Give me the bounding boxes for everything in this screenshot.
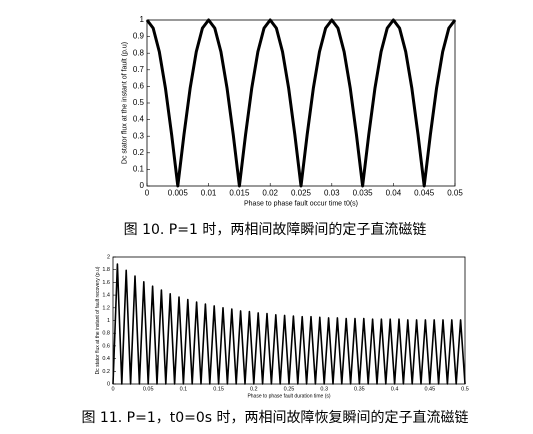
x-tick-label: 0.015 <box>229 188 250 197</box>
plot-frame <box>146 19 456 187</box>
x-tick-label: 0.15 <box>213 386 224 392</box>
y-tick-label: 0.6 <box>102 343 110 349</box>
y-tick-label: 0.6 <box>133 82 145 91</box>
y-tick-label: 1.2 <box>102 305 110 311</box>
x-axis-label: Phase to phase fault occur time t0(s) <box>244 200 358 207</box>
x-tick-label: 0.2 <box>250 386 258 392</box>
y-tick-label: 0 <box>107 381 110 387</box>
y-axis-label: Dc stator flux at the instant of fault r… <box>95 266 101 374</box>
figure-caption: 图 11. P=1，t0=0s 时，两相间故障恢复瞬间的定子直流磁链 <box>81 409 468 426</box>
x-tick-label: 0.045 <box>414 188 435 197</box>
y-tick-label: 2 <box>107 254 110 260</box>
x-tick-label: 0.05 <box>447 188 463 197</box>
y-tick-label: 0 <box>140 181 145 190</box>
x-tick-label: 0.3 <box>320 386 328 392</box>
y-tick-label: 0.8 <box>133 48 145 57</box>
x-tick-label: 0.03 <box>324 188 340 197</box>
x-tick-label: 0.04 <box>386 188 402 197</box>
data-line <box>145 18 457 188</box>
y-axis-label: Dc stator flux at the instant of fault (… <box>121 42 128 164</box>
x-tick-label: 0 <box>111 386 114 392</box>
x-tick-label: 0.45 <box>424 386 435 392</box>
y-tick-label: 0.1 <box>133 165 145 174</box>
x-tick-label: 0.05 <box>143 386 154 392</box>
x-tick-label: 0.5 <box>461 386 469 392</box>
x-tick-label: 0.4 <box>391 386 399 392</box>
x-tick-label: 0.25 <box>284 386 295 392</box>
x-tick-label: 0.01 <box>201 188 217 197</box>
x-tick-label: 0.035 <box>353 188 374 197</box>
x-tick-label: 0.35 <box>354 386 365 392</box>
x-tick-label: 0.1 <box>180 386 188 392</box>
y-tick-label: 0.7 <box>133 65 145 74</box>
plot-frame <box>112 256 466 385</box>
y-tick-label: 1.6 <box>102 280 110 286</box>
x-tick-label: 0 <box>145 188 150 197</box>
y-tick-label: 0.2 <box>133 148 145 157</box>
y-tick-label: 0.4 <box>133 115 145 124</box>
y-tick-label: 1 <box>140 15 145 24</box>
x-tick-label: 0.025 <box>291 188 312 197</box>
y-tick-label: 1 <box>107 318 110 324</box>
y-tick-label: 0.5 <box>133 98 145 107</box>
y-tick-label: 1.8 <box>102 267 110 273</box>
y-tick-label: 1.4 <box>102 293 110 299</box>
x-tick-label: 0.005 <box>168 188 189 197</box>
x-axis-label: Phase to phase fault duration time (s) <box>247 393 330 399</box>
y-tick-label: 0.3 <box>133 131 145 140</box>
x-tick-label: 0.02 <box>262 188 278 197</box>
y-tick-label: 0.9 <box>133 32 145 41</box>
y-tick-label: 0.4 <box>102 356 110 362</box>
y-tick-label: 0.2 <box>102 369 110 375</box>
data-line <box>112 263 466 385</box>
figure-caption: 图 10. P=1 时，两相间故障瞬间的定子直流磁链 <box>124 221 427 238</box>
y-tick-label: 0.8 <box>102 331 110 337</box>
